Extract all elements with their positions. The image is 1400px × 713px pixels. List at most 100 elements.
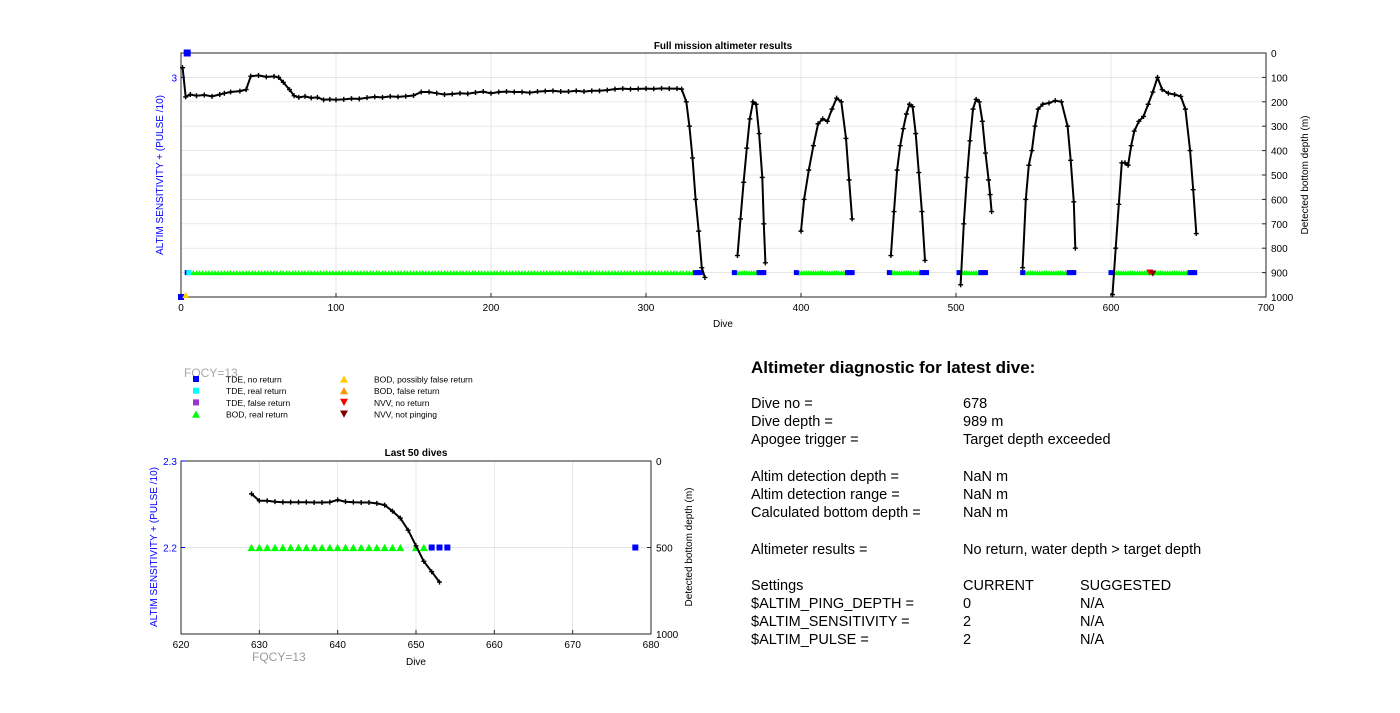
depth-point xyxy=(907,101,912,107)
depth-point xyxy=(382,502,388,508)
depth-point xyxy=(1032,123,1038,129)
depth-point xyxy=(798,228,804,234)
top-ylabel-left: ALTIM SENSITIVITY + (PULSE /10) xyxy=(155,95,166,255)
depth-point xyxy=(442,91,447,97)
depth-point xyxy=(756,131,762,137)
depth-point xyxy=(759,174,765,180)
depth-point xyxy=(900,126,906,132)
depth-point xyxy=(1046,100,1052,106)
depth-point xyxy=(1052,98,1058,104)
ping-depth-label: $ALTIM_PING_DEPTH = xyxy=(751,596,914,613)
legend-label: NVV, no return xyxy=(374,398,430,408)
tde-no-return-marker xyxy=(1192,270,1198,276)
sensitivity-row: $ALTIM_SENSITIVITY = 2 N/A xyxy=(751,614,1371,632)
y-tick-label-right: 800 xyxy=(1271,244,1288,255)
tde-no-return-marker xyxy=(428,544,435,551)
depth-point xyxy=(434,90,440,96)
bod-real-return-marker xyxy=(365,543,373,552)
depth-point xyxy=(620,86,626,92)
depth-point xyxy=(1178,93,1184,99)
depth-point xyxy=(1141,113,1147,119)
legend-marker xyxy=(340,375,348,383)
depth-point xyxy=(750,99,756,105)
bod-real-return-marker xyxy=(325,543,334,552)
depth-point xyxy=(187,91,193,97)
depth-point xyxy=(221,90,227,96)
y-tick-label-right: 500 xyxy=(1271,171,1288,182)
y-tick-label-right: 0 xyxy=(1271,49,1277,60)
altimeter-diagnostic-panel: Altimeter diagnostic for latest dive: Di… xyxy=(751,358,1371,651)
depth-point xyxy=(747,116,753,122)
apogee-row: Apogee trigger = Target depth exceeded xyxy=(751,432,1371,450)
altim-range-row: Altim detection range = NaN m xyxy=(751,487,1371,505)
legend-marker xyxy=(340,410,348,418)
depth-point xyxy=(319,500,325,506)
bod-real-return-marker xyxy=(263,543,272,552)
top-ylabel-right: Detected bottom depth (m) xyxy=(1300,116,1311,235)
depth-point xyxy=(894,167,900,173)
dive-depth-row: Dive depth = 989 m xyxy=(751,414,1371,432)
depth-point xyxy=(1040,101,1046,107)
depth-point xyxy=(418,89,424,95)
x-tick-label: 500 xyxy=(948,303,965,314)
depth-point xyxy=(762,260,768,266)
bod-real-return-marker xyxy=(247,543,256,552)
y-tick-label-left: 3 xyxy=(171,73,177,84)
depth-point xyxy=(527,90,533,96)
depth-point xyxy=(217,91,223,97)
depth-point xyxy=(201,92,207,98)
depth-series-line xyxy=(959,97,993,285)
depth-point xyxy=(922,257,928,263)
legend-label: TDE, false return xyxy=(226,398,291,408)
depth-point xyxy=(449,91,455,97)
depth-point xyxy=(511,89,517,95)
depth-point xyxy=(228,89,234,95)
y-tick-label-right: 300 xyxy=(1271,122,1288,133)
tde-no-return-marker xyxy=(982,270,988,276)
depth-point xyxy=(1023,196,1029,202)
sensitivity-suggested: N/A xyxy=(1080,614,1105,631)
depth-point xyxy=(1058,99,1064,105)
tde-no-return-marker xyxy=(956,270,962,276)
depth-point xyxy=(961,221,967,227)
depth-point xyxy=(465,91,471,97)
depth-point xyxy=(1159,87,1165,93)
depth-point xyxy=(659,85,664,91)
depth-point xyxy=(183,94,189,100)
depth-point xyxy=(628,86,633,92)
altim-range-label: Altim detection range = xyxy=(751,486,900,503)
depth-point xyxy=(1029,148,1035,154)
fqcy-label: FQCY=13 xyxy=(252,650,306,664)
depth-point xyxy=(829,106,835,112)
depth-point xyxy=(372,94,378,100)
x-tick-label: 660 xyxy=(486,640,503,651)
tde-no-return-marker xyxy=(849,270,855,276)
y-tick-label-right: 0 xyxy=(656,457,662,468)
bottom-ylabel-left: ALTIM SENSITIVITY + (PULSE /10) xyxy=(149,467,160,627)
depth-point xyxy=(916,170,922,176)
depth-point xyxy=(343,499,348,505)
nvv-not-pinging-marker xyxy=(1149,270,1157,277)
legend-label: TDE, no return xyxy=(226,375,282,385)
depth-point xyxy=(314,94,320,100)
depth-point xyxy=(761,221,767,227)
depth-point xyxy=(411,92,416,98)
depth-point xyxy=(958,282,964,288)
depth-point xyxy=(734,253,740,259)
depth-point xyxy=(744,145,750,151)
y-tick-label-right: 1000 xyxy=(656,630,679,641)
depth-point xyxy=(311,500,317,506)
ping-depth-current: 0 xyxy=(963,596,972,613)
depth-point xyxy=(550,88,556,94)
pulse-row: $ALTIM_PULSE = 2 N/A xyxy=(751,632,1371,650)
bod-real-return-marker xyxy=(255,543,264,552)
depth-point xyxy=(581,89,587,95)
depth-series-line xyxy=(250,493,441,583)
depth-point xyxy=(989,209,995,215)
depth-point xyxy=(919,209,925,215)
depth-point xyxy=(597,88,602,94)
depth-point xyxy=(358,500,364,506)
depth-point xyxy=(903,111,909,117)
depth-point xyxy=(834,95,840,101)
depth-point xyxy=(888,253,894,259)
